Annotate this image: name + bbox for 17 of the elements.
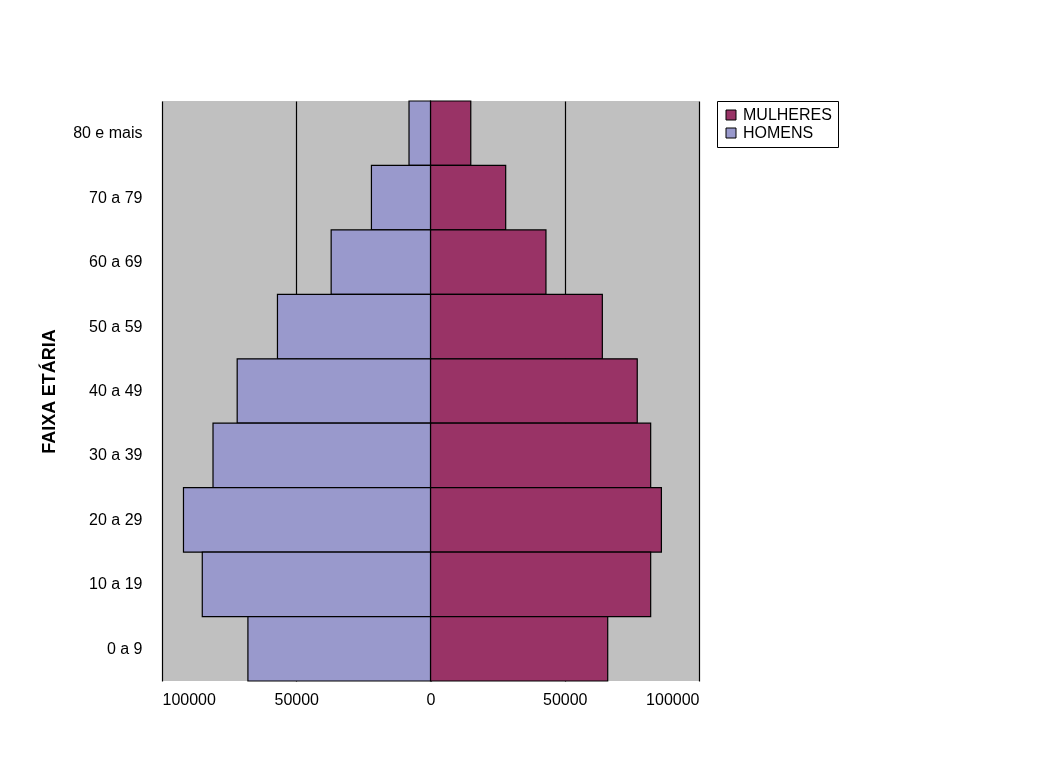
x-tick-label: 0	[426, 690, 436, 708]
y-tick-label: 0 a 9	[106, 639, 143, 657]
legend-label: HOMENS	[743, 124, 814, 141]
x-tick-label: 100000	[162, 690, 216, 708]
y-tick-label: 30 a 39	[89, 446, 143, 464]
x-tick-label: 50000	[543, 690, 588, 708]
x-tick-label: 100000	[646, 690, 700, 708]
legend-label: MULHERES	[743, 106, 832, 123]
y-tick-label: 50 a 59	[89, 317, 143, 335]
y-tick-label: 60 a 69	[89, 253, 143, 271]
y-tick-label: 40 a 49	[89, 382, 143, 399]
y-tick-label: 20 a 29	[89, 510, 143, 528]
y-tick-label: 10 a 19	[89, 575, 143, 593]
x-tick-label: 50000	[274, 690, 320, 708]
y-tick-label: 80 e mais	[73, 124, 143, 142]
y-tick-label: 70 a 79	[89, 188, 143, 206]
y-axis-title: FAIXA ETÁRIA	[38, 329, 60, 454]
